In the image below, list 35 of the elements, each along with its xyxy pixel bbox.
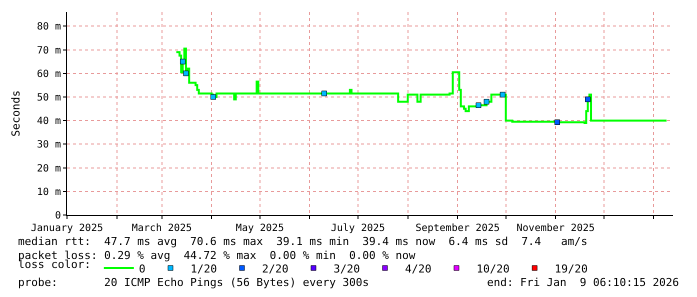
y-tick-label: 80 m [36,22,61,33]
x-tick-label: March 2025 [132,223,192,234]
text: probe: 20 ICMP Echo Pings (56 Bytes) every 300s [18,276,369,289]
point [321,90,327,96]
y-axis-title: Seconds [10,90,23,137]
y-tick-label: 50 m [36,92,61,104]
y-tick-label: 10 m [36,186,61,198]
y-tick-label: 20 m [36,163,61,174]
text: end: Fri Jan 9 06:10:15 2026 [487,276,680,289]
y-tick-label: 0 [54,210,61,222]
y-tick-label: 30 m [36,140,61,151]
point [500,92,506,98]
point [183,70,189,76]
y-tick-label: 60 m [36,68,61,80]
point [484,98,490,104]
point [476,102,482,108]
legend-label: 1/20 [190,262,217,276]
x-tick-label: July 2025 [330,223,386,234]
legend-label: 2/20 [262,262,288,276]
legend-label: 3/20 [333,262,360,276]
point [554,119,560,125]
y-tick-label: 40 m [36,116,61,128]
text: median rtt: 47.7 ms avg 70.6 ms max 39.1 ms min 39.4 ms now 6.4 ms sd 7.4 am/s [18,235,588,248]
x-tick-label: November 2025 [516,223,595,234]
x-tick-label: January 2025 [30,223,104,234]
legend-label: 19/20 [554,262,588,276]
x-tick-label: May 2025 [236,223,284,234]
point [585,96,591,102]
y-tick-label: 70 m [36,45,61,56]
legend-label: 4/20 [404,262,432,276]
legend-label: 10/20 [476,262,510,276]
legend-label: 0 [138,262,146,276]
point [180,58,186,64]
point [210,94,216,100]
x-tick-label: September 2025 [415,223,500,234]
